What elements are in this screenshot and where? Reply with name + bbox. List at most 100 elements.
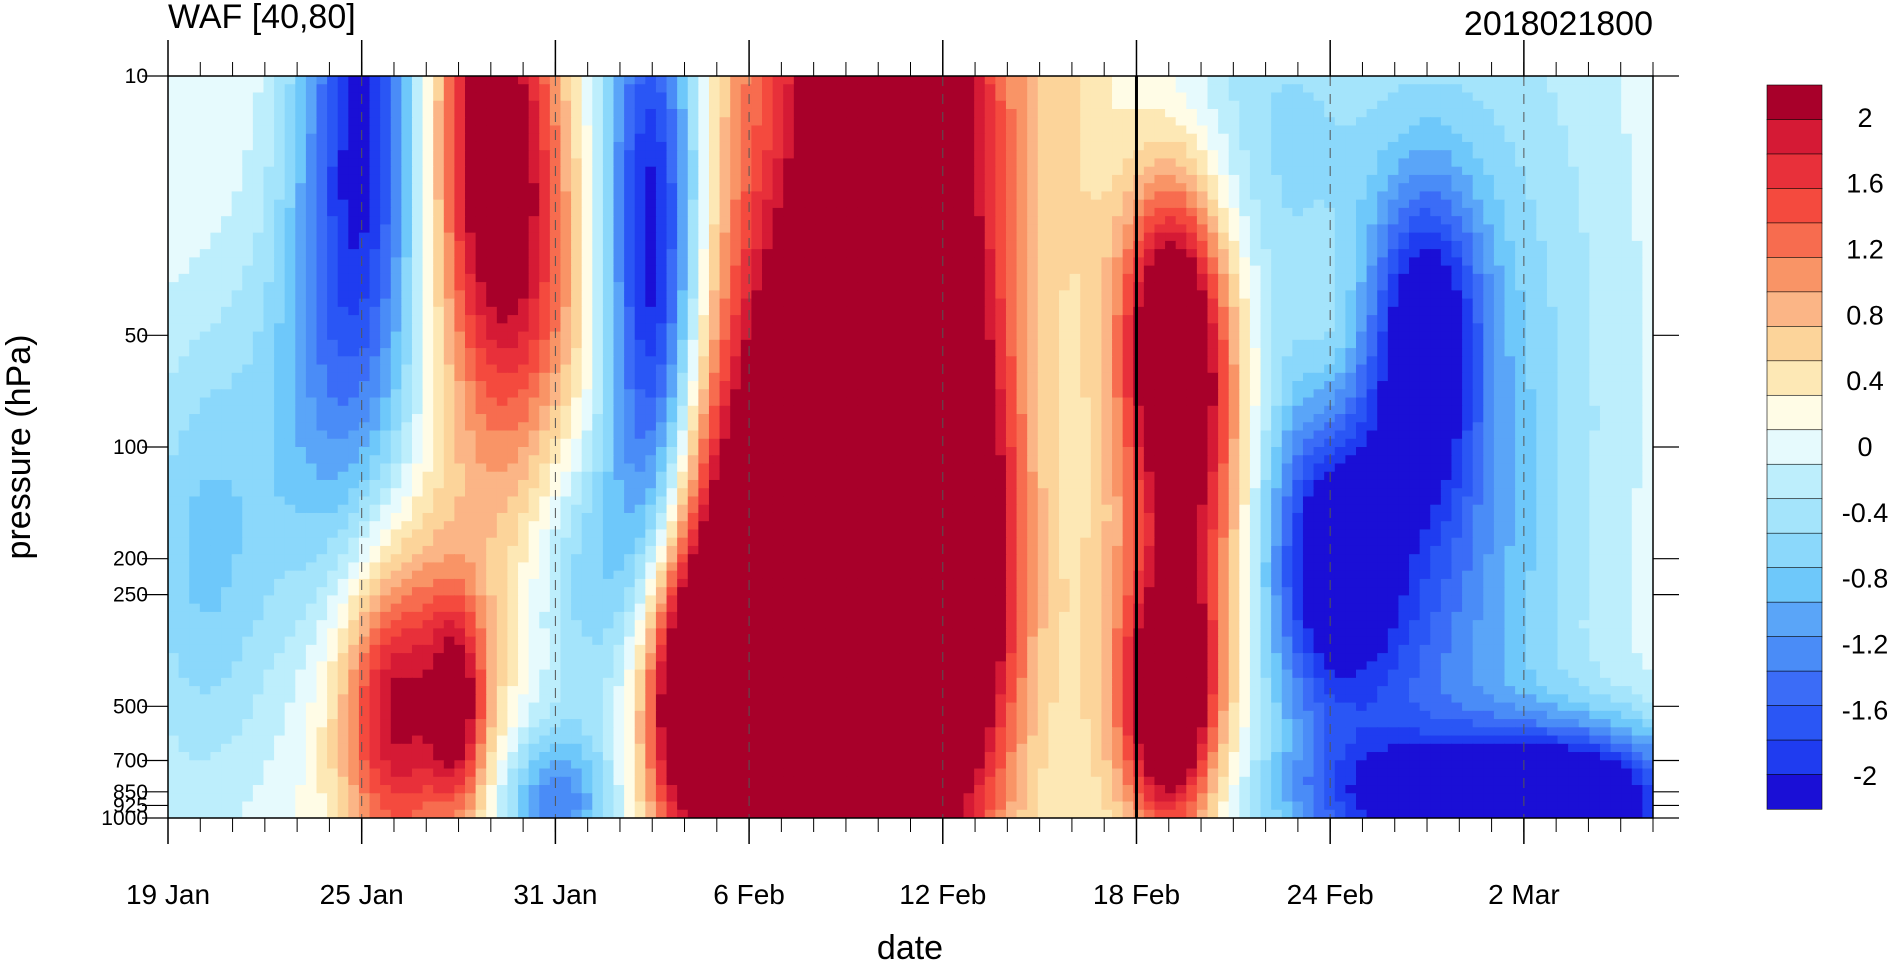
field-cell	[1493, 323, 1506, 333]
field-cell	[401, 216, 413, 225]
field-cell	[1324, 141, 1336, 151]
field-cell	[1101, 191, 1113, 201]
field-cell	[825, 249, 837, 258]
field-cell	[1207, 282, 1219, 291]
field-cell	[1621, 323, 1633, 333]
field-cell	[1069, 323, 1081, 333]
field-cell	[613, 331, 625, 341]
field-cell	[1207, 348, 1219, 357]
field-cell	[730, 290, 742, 300]
field-cell	[804, 76, 816, 85]
field-cell	[984, 240, 996, 250]
field-cell	[1133, 249, 1145, 258]
field-cell	[1451, 100, 1463, 110]
field-cell	[1260, 183, 1272, 193]
field-cell	[825, 356, 837, 366]
field-cell	[1101, 158, 1113, 168]
field-cell	[1059, 240, 1071, 250]
field-cell	[931, 166, 943, 176]
field-cell	[666, 315, 678, 324]
field-cell	[1027, 364, 1039, 374]
field-cell	[1377, 257, 1389, 267]
field-cell	[974, 339, 986, 349]
field-cell	[1419, 141, 1431, 151]
field-cell	[443, 331, 455, 341]
field-cell	[518, 364, 530, 374]
field-cell	[496, 133, 509, 143]
field-cell	[1419, 306, 1431, 316]
field-cell	[295, 207, 307, 217]
field-cell	[252, 92, 265, 102]
field-cell	[507, 331, 519, 341]
field-cell	[783, 150, 795, 160]
field-cell	[974, 117, 986, 127]
field-cell	[1249, 166, 1262, 176]
field-cell	[1143, 133, 1156, 143]
field-cell	[910, 232, 922, 242]
field-cell	[666, 166, 678, 176]
field-cell	[1631, 133, 1643, 143]
field-cell	[358, 306, 371, 316]
field-cell	[433, 356, 445, 366]
field-cell	[708, 76, 721, 85]
field-cell	[1005, 125, 1018, 135]
field-cell	[210, 331, 222, 341]
field-cell	[486, 207, 498, 217]
field-cell	[390, 364, 402, 374]
field-cell	[1260, 273, 1272, 283]
field-cell	[804, 240, 816, 250]
field-cell	[1239, 199, 1251, 209]
field-cell	[231, 158, 243, 168]
field-cell	[496, 249, 509, 258]
field-cell	[793, 125, 806, 135]
field-cell	[1228, 348, 1240, 357]
field-cell	[1589, 216, 1601, 225]
field-cell	[1133, 331, 1145, 341]
field-cell	[390, 216, 402, 225]
field-cell	[1398, 323, 1410, 333]
field-cell	[263, 191, 275, 201]
field-cell	[889, 166, 901, 176]
field-cell	[666, 339, 678, 349]
field-cell	[1143, 108, 1156, 118]
field-cell	[560, 117, 572, 127]
field-cell	[1504, 257, 1516, 267]
field-cell	[199, 207, 212, 217]
field-cell	[698, 183, 710, 193]
field-cell	[719, 339, 731, 349]
field-cell	[1610, 290, 1622, 300]
field-cell	[1271, 232, 1283, 242]
field-cell	[1387, 199, 1400, 209]
field-cell	[1175, 240, 1187, 250]
field-cell	[252, 216, 265, 225]
field-cell	[1143, 92, 1156, 102]
field-cell	[549, 232, 562, 242]
field-cell	[337, 183, 349, 193]
field-cell	[952, 158, 965, 168]
field-cell	[1037, 339, 1049, 349]
field-cell	[581, 290, 593, 300]
field-cell	[348, 207, 360, 217]
field-cell	[1599, 232, 1612, 242]
field-cell	[1101, 364, 1113, 374]
field-cell	[465, 282, 477, 291]
field-cell	[422, 331, 434, 341]
field-cell	[327, 232, 339, 242]
field-cell	[698, 174, 710, 184]
field-cell	[486, 257, 498, 267]
field-cell	[846, 240, 859, 250]
field-cell	[1515, 183, 1527, 193]
field-cell	[465, 141, 477, 151]
field-cell	[443, 150, 455, 160]
field-cell	[1005, 249, 1018, 258]
field-cell	[931, 323, 943, 333]
field-cell	[1557, 216, 1569, 225]
field-cell	[380, 117, 392, 127]
field-cell	[1271, 150, 1283, 160]
field-cell	[751, 216, 763, 225]
field-cell	[677, 84, 689, 94]
field-cell	[518, 224, 530, 234]
field-cell	[1059, 257, 1071, 267]
field-cell	[963, 232, 975, 242]
field-cell	[868, 166, 880, 176]
